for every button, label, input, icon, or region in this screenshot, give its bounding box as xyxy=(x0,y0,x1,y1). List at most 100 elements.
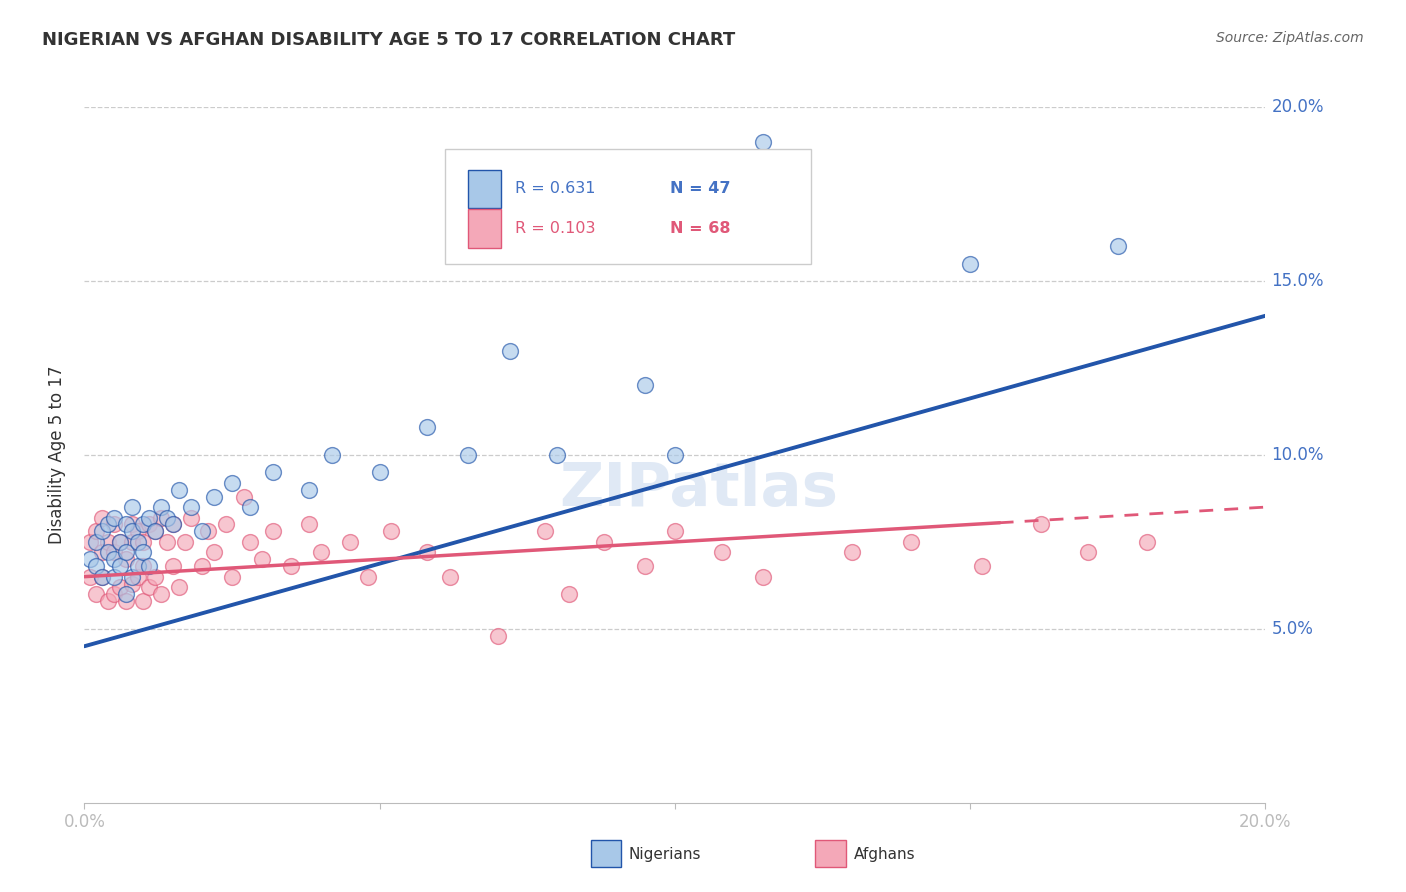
Text: R = 0.631: R = 0.631 xyxy=(516,181,596,196)
Point xyxy=(114,594,136,608)
Point xyxy=(162,517,184,532)
Point xyxy=(84,534,107,549)
Point xyxy=(298,483,321,497)
Point xyxy=(752,570,775,584)
Point xyxy=(339,534,361,549)
Point xyxy=(132,594,155,608)
Point xyxy=(108,580,131,594)
Text: N = 68: N = 68 xyxy=(671,221,731,236)
Point xyxy=(103,545,125,559)
Point xyxy=(108,534,131,549)
Point xyxy=(156,534,179,549)
Point xyxy=(127,524,149,539)
Point xyxy=(79,552,101,566)
Point xyxy=(114,517,136,532)
Point xyxy=(180,500,202,514)
Text: ZIPatlas: ZIPatlas xyxy=(560,460,838,519)
Point xyxy=(84,559,107,574)
Point xyxy=(103,510,125,524)
Point xyxy=(143,524,166,539)
Point xyxy=(191,524,214,539)
Text: 20.0%: 20.0% xyxy=(1271,98,1324,116)
Point xyxy=(114,552,136,566)
Point xyxy=(557,587,579,601)
Text: 15.0%: 15.0% xyxy=(1271,272,1324,290)
Point xyxy=(239,500,262,514)
Point xyxy=(167,580,190,594)
Point xyxy=(97,594,120,608)
Point xyxy=(239,534,262,549)
Point xyxy=(132,517,155,532)
Point xyxy=(121,524,143,539)
Point xyxy=(132,534,155,549)
Point xyxy=(103,517,125,532)
Point xyxy=(91,570,114,584)
Point xyxy=(103,587,125,601)
Point xyxy=(138,517,160,532)
Point xyxy=(368,466,391,480)
Point xyxy=(97,545,120,559)
Point xyxy=(1107,239,1129,253)
Point xyxy=(91,570,114,584)
Point xyxy=(221,570,243,584)
Point xyxy=(221,475,243,490)
Point xyxy=(121,500,143,514)
Point xyxy=(593,534,616,549)
Point xyxy=(841,545,863,559)
Point xyxy=(150,500,173,514)
Text: Nigerians: Nigerians xyxy=(628,847,702,862)
Point xyxy=(97,517,120,532)
Text: 5.0%: 5.0% xyxy=(1271,620,1313,638)
Point xyxy=(79,534,101,549)
Point xyxy=(127,570,149,584)
Text: R = 0.103: R = 0.103 xyxy=(516,221,596,236)
Y-axis label: Disability Age 5 to 17: Disability Age 5 to 17 xyxy=(48,366,66,544)
Point xyxy=(173,534,195,549)
Point xyxy=(167,483,190,497)
Point xyxy=(634,559,657,574)
Point xyxy=(357,570,380,584)
Point xyxy=(782,239,804,253)
Point xyxy=(114,545,136,559)
Point xyxy=(103,570,125,584)
Point xyxy=(180,510,202,524)
Point xyxy=(132,545,155,559)
Point xyxy=(114,587,136,601)
FancyBboxPatch shape xyxy=(468,169,502,208)
Point xyxy=(498,343,520,358)
Text: N = 47: N = 47 xyxy=(671,181,731,196)
Point xyxy=(84,587,107,601)
Point xyxy=(103,552,125,566)
Point xyxy=(156,510,179,524)
Point xyxy=(127,534,149,549)
Text: 10.0%: 10.0% xyxy=(1271,446,1324,464)
Point xyxy=(711,545,734,559)
Point xyxy=(121,517,143,532)
Point xyxy=(959,256,981,270)
Point xyxy=(91,524,114,539)
Point xyxy=(752,135,775,149)
Point xyxy=(416,545,439,559)
Text: Source: ZipAtlas.com: Source: ZipAtlas.com xyxy=(1216,31,1364,45)
Point xyxy=(380,524,402,539)
Point xyxy=(121,534,143,549)
Point xyxy=(280,559,302,574)
Point xyxy=(162,517,184,532)
Point xyxy=(138,580,160,594)
Point xyxy=(202,490,225,504)
Point xyxy=(150,587,173,601)
Point xyxy=(197,524,219,539)
Point xyxy=(138,510,160,524)
Point xyxy=(143,570,166,584)
Point xyxy=(439,570,461,584)
Point xyxy=(91,545,114,559)
Point xyxy=(191,559,214,574)
Point xyxy=(534,524,557,539)
Point xyxy=(162,559,184,574)
Point xyxy=(321,448,343,462)
Text: Afghans: Afghans xyxy=(853,847,915,862)
Point xyxy=(127,559,149,574)
Point xyxy=(108,534,131,549)
Point xyxy=(202,545,225,559)
Point xyxy=(970,559,993,574)
